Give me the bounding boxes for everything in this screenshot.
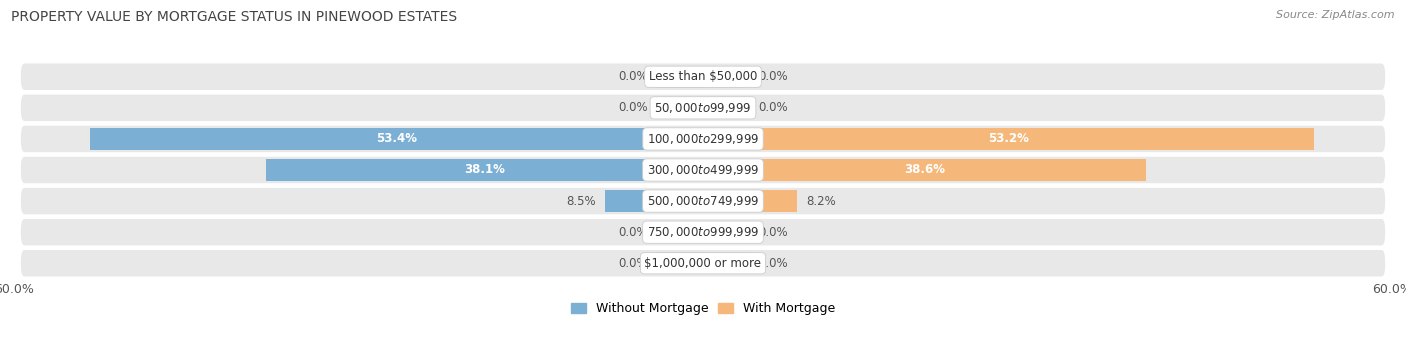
Text: $300,000 to $499,999: $300,000 to $499,999 bbox=[647, 163, 759, 177]
FancyBboxPatch shape bbox=[20, 187, 1386, 215]
Text: PROPERTY VALUE BY MORTGAGE STATUS IN PINEWOOD ESTATES: PROPERTY VALUE BY MORTGAGE STATUS IN PIN… bbox=[11, 10, 457, 24]
Bar bbox=[703, 190, 797, 212]
Bar bbox=[703, 159, 1146, 181]
Text: Source: ZipAtlas.com: Source: ZipAtlas.com bbox=[1277, 10, 1395, 20]
Bar bbox=[657, 252, 703, 274]
Text: 8.2%: 8.2% bbox=[807, 194, 837, 208]
Text: 38.6%: 38.6% bbox=[904, 164, 945, 176]
Text: $50,000 to $99,999: $50,000 to $99,999 bbox=[654, 101, 752, 115]
Bar bbox=[703, 221, 749, 243]
FancyBboxPatch shape bbox=[20, 249, 1386, 277]
Bar bbox=[703, 252, 749, 274]
Bar bbox=[266, 159, 703, 181]
Text: 0.0%: 0.0% bbox=[619, 226, 648, 239]
FancyBboxPatch shape bbox=[20, 125, 1386, 153]
Text: $500,000 to $749,999: $500,000 to $749,999 bbox=[647, 194, 759, 208]
Text: 0.0%: 0.0% bbox=[619, 70, 648, 83]
FancyBboxPatch shape bbox=[20, 94, 1386, 122]
Text: 0.0%: 0.0% bbox=[758, 226, 787, 239]
Text: 8.5%: 8.5% bbox=[567, 194, 596, 208]
FancyBboxPatch shape bbox=[20, 63, 1386, 91]
Text: $750,000 to $999,999: $750,000 to $999,999 bbox=[647, 225, 759, 239]
FancyBboxPatch shape bbox=[20, 218, 1386, 246]
Text: 0.0%: 0.0% bbox=[758, 70, 787, 83]
Text: 0.0%: 0.0% bbox=[619, 101, 648, 114]
Bar bbox=[703, 128, 1313, 150]
Text: 0.0%: 0.0% bbox=[758, 101, 787, 114]
Text: 0.0%: 0.0% bbox=[619, 257, 648, 270]
Text: 53.2%: 53.2% bbox=[988, 132, 1029, 146]
Bar bbox=[703, 66, 749, 88]
Text: 0.0%: 0.0% bbox=[758, 257, 787, 270]
Text: 53.4%: 53.4% bbox=[375, 132, 418, 146]
Bar bbox=[657, 221, 703, 243]
Bar bbox=[606, 190, 703, 212]
Text: $100,000 to $299,999: $100,000 to $299,999 bbox=[647, 132, 759, 146]
Bar bbox=[703, 97, 749, 119]
FancyBboxPatch shape bbox=[20, 156, 1386, 184]
Legend: Without Mortgage, With Mortgage: Without Mortgage, With Mortgage bbox=[565, 298, 841, 320]
Text: Less than $50,000: Less than $50,000 bbox=[648, 70, 758, 83]
Bar bbox=[657, 66, 703, 88]
Text: 38.1%: 38.1% bbox=[464, 164, 505, 176]
Bar bbox=[90, 128, 703, 150]
Bar bbox=[657, 97, 703, 119]
Text: $1,000,000 or more: $1,000,000 or more bbox=[644, 257, 762, 270]
